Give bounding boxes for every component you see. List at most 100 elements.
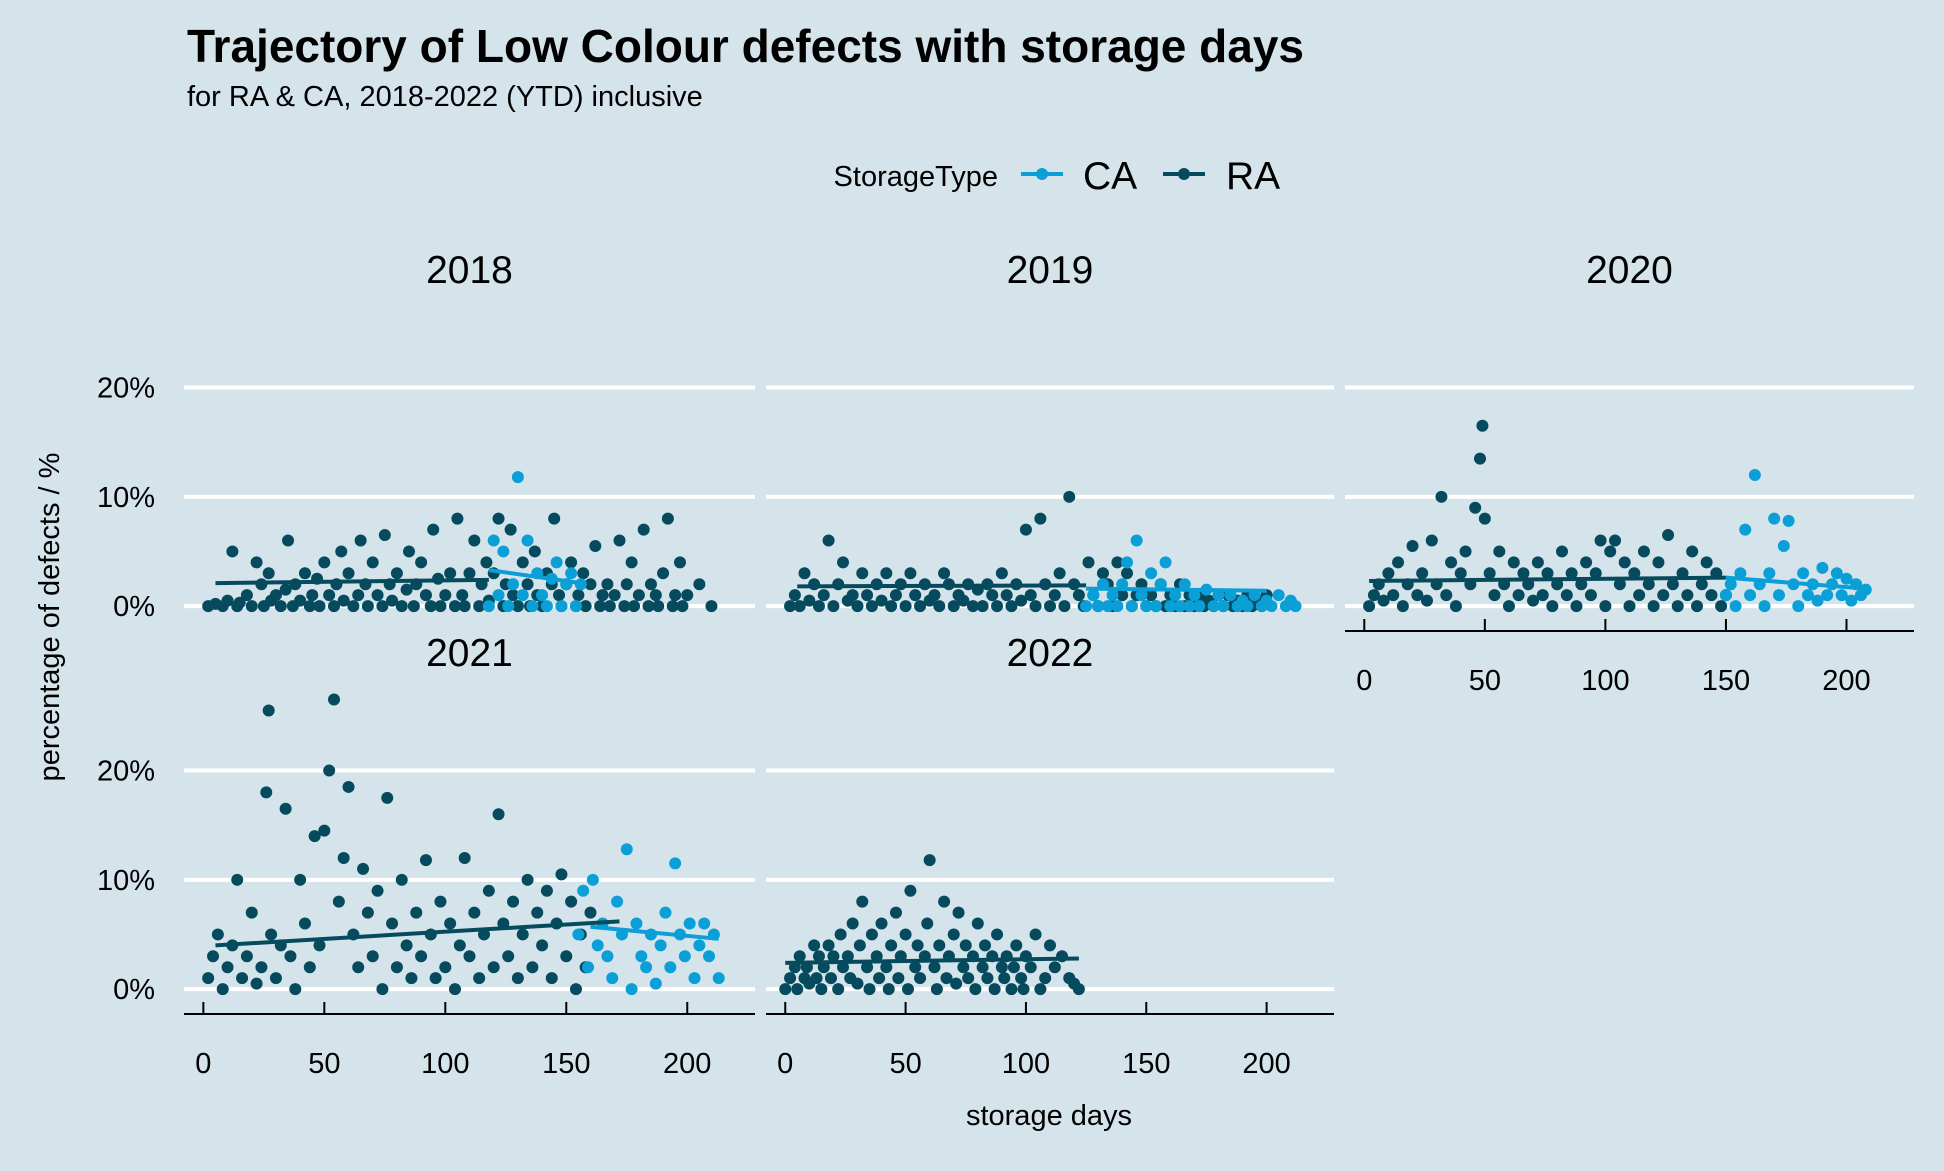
point-ra-2022-55 (957, 961, 970, 974)
point-ra-2020-71 (1700, 556, 1713, 569)
point-ca-2019-16 (1159, 556, 1172, 569)
point-ra-2018-104 (632, 589, 645, 602)
point-ra-2021-46 (419, 854, 432, 867)
point-ca-2021-14 (640, 961, 653, 974)
point-ra-2021-34 (361, 906, 374, 919)
chart-subtitle: for RA & CA, 2018-2022 (YTD) inclusive (187, 81, 703, 113)
point-ca-2019-19 (1173, 600, 1186, 613)
panel-2018: 2018 0% 10% 20% (97, 249, 755, 623)
point-ra-2020-41 (1555, 545, 1568, 558)
point-ca-2021-27 (703, 950, 716, 963)
x-tick-label-2021-1: 50 (308, 1048, 340, 1080)
point-ra-2019-43 (991, 600, 1004, 613)
point-ra-2021-35 (366, 950, 379, 963)
point-ra-2018-28 (328, 600, 341, 613)
point-ra-2021-28 (332, 895, 345, 908)
point-ra-2020-47 (1584, 589, 1597, 602)
point-ra-2020-5 (1387, 589, 1400, 602)
point-ra-2021-56 (468, 906, 481, 919)
point-ra-2018-17 (282, 534, 295, 547)
panel-strip-2018: 2018 (426, 249, 513, 292)
point-ra-2022-4 (793, 950, 806, 963)
point-ra-2021-48 (429, 972, 442, 985)
point-ra-2020-0 (1363, 600, 1376, 613)
point-ra-2021-32 (352, 961, 365, 974)
point-ra-2020-27 (1488, 589, 1501, 602)
point-ra-2021-80 (584, 906, 597, 919)
point-ca-2019-13 (1145, 567, 1158, 580)
y-tick-label-2021-2: 20% (97, 756, 155, 788)
point-ra-2019-26 (909, 589, 922, 602)
point-ra-2018-47 (403, 545, 416, 558)
point-ra-2022-56 (959, 939, 972, 952)
point-ca-2019-0 (1080, 600, 1093, 613)
point-ra-2018-60 (456, 589, 469, 602)
point-ra-2019-2 (793, 600, 806, 613)
point-ca-2019-11 (1135, 589, 1148, 602)
point-ra-2018-22 (303, 600, 316, 613)
point-ra-2020-61 (1652, 556, 1665, 569)
point-ca-2021-2 (582, 961, 595, 974)
point-ca-2018-18 (569, 600, 582, 613)
point-ca-2021-10 (620, 843, 633, 856)
point-ca-2018-4 (502, 600, 515, 613)
point-ra-2018-52 (424, 600, 437, 613)
point-ra-2020-38 (1541, 567, 1554, 580)
point-ra-2021-68 (526, 961, 539, 974)
point-ra-2020-44 (1570, 600, 1583, 613)
point-ra-2019-13 (846, 589, 859, 602)
point-ra-2019-11 (837, 556, 850, 569)
point-ra-2018-116 (681, 589, 694, 602)
point-ca-2020-24 (1835, 589, 1848, 602)
point-ra-2020-20 (1459, 545, 1472, 558)
point-ra-2021-49 (434, 895, 447, 908)
panel-2022: 2022 0 50 100 150 200 (766, 632, 1334, 1080)
point-ra-2018-105 (637, 523, 650, 536)
point-ra-2021-4 (221, 961, 234, 974)
point-ra-2019-20 (880, 567, 893, 580)
point-ra-2020-70 (1695, 578, 1708, 591)
point-ra-2021-67 (521, 873, 534, 886)
point-ca-2019-8 (1121, 556, 1134, 569)
point-ca-2019-4 (1101, 600, 1114, 613)
point-ra-2019-45 (1000, 589, 1013, 602)
point-ra-2018-74 (511, 600, 524, 613)
point-ra-2018-97 (603, 600, 616, 613)
point-ra-2018-75 (516, 556, 529, 569)
point-ra-2019-75 (1145, 589, 1158, 602)
point-ra-2021-3 (216, 983, 229, 996)
point-ca-2021-16 (649, 977, 662, 990)
x-tick-label-2020-0: 0 (1356, 665, 1372, 697)
point-ra-2020-23 (1474, 452, 1487, 465)
point-ra-2018-69 (492, 512, 505, 525)
x-tick-label-2021-2: 100 (421, 1048, 469, 1080)
point-ra-2021-55 (463, 950, 476, 963)
trend-line-ca-2019 (1086, 586, 1267, 593)
panel-strip-2020: 2020 (1586, 249, 1673, 292)
point-ca-2019-9 (1125, 600, 1138, 613)
point-ra-2018-7 (240, 589, 253, 602)
point-ra-2018-45 (395, 600, 408, 613)
point-ra-2019-22 (889, 589, 902, 602)
trend-line-ca-2021 (590, 924, 719, 941)
point-ca-2020-26 (1845, 594, 1858, 607)
x-tick-label-2021-3: 150 (542, 1048, 590, 1080)
point-ra-2022-23 (853, 939, 866, 952)
point-ca-2018-11 (536, 589, 549, 602)
point-ra-2021-53 (453, 939, 466, 952)
point-ra-2020-25 (1478, 512, 1491, 525)
point-ra-2022-57 (962, 972, 975, 985)
point-ra-2021-72 (545, 972, 558, 985)
point-ra-2021-64 (507, 895, 520, 908)
point-ra-2018-108 (649, 589, 662, 602)
point-ra-2018-78 (528, 545, 541, 558)
point-ca-2020-17 (1801, 589, 1814, 602)
point-ca-2019-20 (1178, 578, 1191, 591)
point-ra-2021-11 (255, 961, 268, 974)
point-ra-2022-9 (810, 972, 823, 985)
point-ca-2020-2 (1729, 600, 1742, 613)
point-ra-2022-28 (870, 950, 883, 963)
point-ra-2018-9 (250, 556, 263, 569)
point-ra-2020-56 (1628, 567, 1641, 580)
